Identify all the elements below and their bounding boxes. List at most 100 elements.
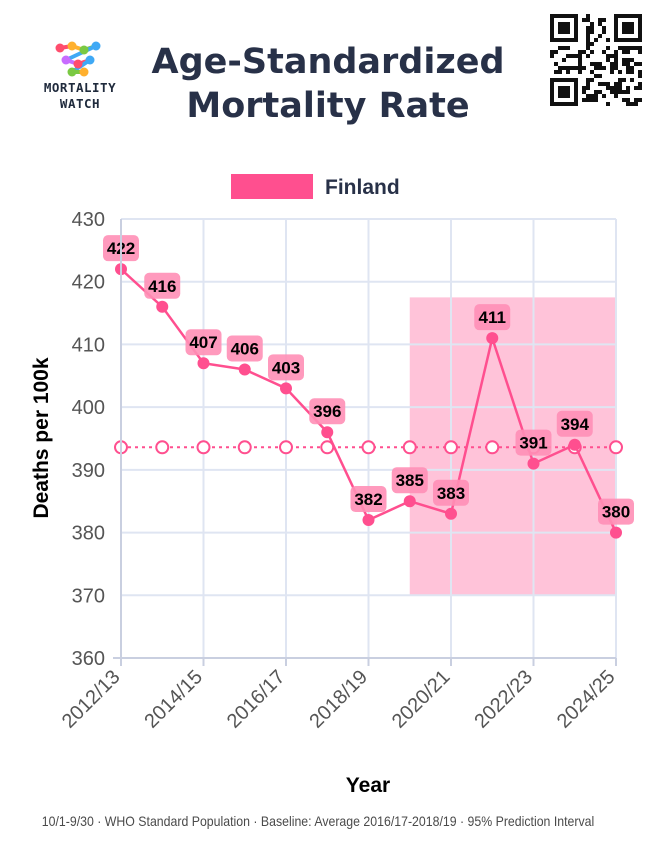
qr-module bbox=[610, 86, 614, 90]
qr-module bbox=[630, 70, 634, 74]
qr-module bbox=[622, 62, 626, 66]
logo-dot bbox=[79, 45, 89, 55]
qr-module bbox=[614, 58, 618, 62]
logo-dot bbox=[73, 59, 83, 69]
data-label: 383 bbox=[437, 484, 465, 503]
qr-module bbox=[602, 94, 606, 98]
data-label-background bbox=[350, 486, 387, 513]
y-tick-label: 380 bbox=[72, 523, 105, 545]
qr-module bbox=[614, 82, 618, 86]
qr-module bbox=[574, 54, 578, 58]
qr-module bbox=[562, 46, 566, 50]
qr-module bbox=[586, 82, 590, 86]
qr-module bbox=[622, 58, 626, 62]
data-point bbox=[527, 457, 540, 470]
qr-module bbox=[574, 66, 578, 70]
qr-module bbox=[634, 98, 638, 102]
qr-module bbox=[602, 30, 606, 34]
qr-module bbox=[626, 50, 630, 54]
data-point bbox=[486, 332, 499, 345]
data-label-background bbox=[598, 498, 634, 525]
baseline-point bbox=[444, 440, 458, 455]
qr-module bbox=[594, 74, 598, 78]
y-tick-label: 430 bbox=[72, 209, 105, 231]
qr-module bbox=[598, 82, 602, 86]
chart-title-line2: Mortality Rate bbox=[186, 86, 470, 126]
qr-module bbox=[602, 26, 606, 30]
qr-module bbox=[578, 70, 582, 74]
logo-dot bbox=[67, 67, 77, 77]
qr-module bbox=[618, 70, 622, 74]
qr-module bbox=[618, 86, 622, 90]
logo-text-line2: WATCH bbox=[59, 96, 101, 111]
qr-module bbox=[606, 82, 610, 86]
data-point bbox=[197, 357, 210, 370]
qr-module bbox=[590, 62, 594, 66]
qr-module bbox=[606, 54, 610, 58]
data-label-background bbox=[391, 467, 428, 494]
qr-module bbox=[590, 50, 594, 54]
qr-module bbox=[630, 46, 634, 50]
qr-module bbox=[614, 90, 618, 94]
qr-module bbox=[606, 46, 610, 50]
qr-module bbox=[610, 54, 614, 58]
qr-module bbox=[614, 62, 618, 66]
qr-module bbox=[558, 70, 562, 74]
legend-swatch-finland bbox=[231, 174, 313, 199]
data-label: 407 bbox=[189, 333, 217, 352]
data-label: 403 bbox=[272, 358, 300, 377]
x-tick-label: 2016/17 bbox=[223, 666, 290, 733]
data-point bbox=[362, 514, 375, 527]
data-label: 406 bbox=[231, 340, 259, 359]
qr-finder-core bbox=[558, 22, 570, 34]
qr-module bbox=[606, 38, 610, 42]
qr-module bbox=[626, 66, 630, 70]
data-label: 394 bbox=[561, 415, 590, 434]
qr-module bbox=[590, 70, 594, 74]
qr-module bbox=[550, 54, 554, 58]
qr-module bbox=[638, 62, 642, 66]
qr-module bbox=[594, 66, 598, 70]
qr-module bbox=[578, 58, 582, 62]
data-point bbox=[568, 438, 581, 451]
data-label-background bbox=[515, 429, 552, 456]
qr-module bbox=[626, 98, 630, 102]
qr-module bbox=[586, 18, 590, 22]
x-tick-label: 2020/21 bbox=[388, 666, 455, 733]
qr-module bbox=[582, 86, 586, 90]
qr-module bbox=[618, 78, 622, 82]
qr-module bbox=[610, 66, 614, 70]
chart-footnote: 10/1-9/30 · WHO Standard Population · Ba… bbox=[41, 813, 595, 829]
qr-module bbox=[590, 98, 594, 102]
qr-module bbox=[582, 98, 586, 102]
qr-module bbox=[614, 86, 618, 90]
qr-module bbox=[626, 46, 630, 50]
qr-module bbox=[626, 102, 630, 106]
qr-module bbox=[566, 46, 570, 50]
data-label-background bbox=[268, 354, 304, 381]
qr-module bbox=[562, 66, 566, 70]
x-tick-label: 2012/13 bbox=[58, 666, 125, 733]
qr-module bbox=[626, 86, 630, 90]
qr-module bbox=[598, 22, 602, 26]
qr-module bbox=[594, 98, 598, 102]
data-point bbox=[238, 363, 251, 376]
qr-module bbox=[598, 62, 602, 66]
qr-module bbox=[554, 62, 558, 66]
qr-module bbox=[586, 26, 590, 30]
qr-module bbox=[614, 66, 618, 70]
x-tick-label: 2024/25 bbox=[553, 666, 620, 733]
data-point bbox=[280, 382, 292, 395]
qr-module bbox=[598, 66, 602, 70]
qr-module bbox=[606, 102, 610, 106]
qr-module bbox=[590, 42, 594, 46]
qr-module bbox=[562, 58, 566, 62]
qr-module bbox=[582, 90, 586, 94]
qr-module bbox=[638, 70, 642, 74]
qr-module bbox=[598, 18, 602, 22]
baseline-point bbox=[279, 440, 293, 455]
qr-finder-core bbox=[622, 22, 634, 34]
qr-module bbox=[590, 94, 594, 98]
qr-module bbox=[634, 46, 638, 50]
qr-module bbox=[638, 86, 642, 90]
